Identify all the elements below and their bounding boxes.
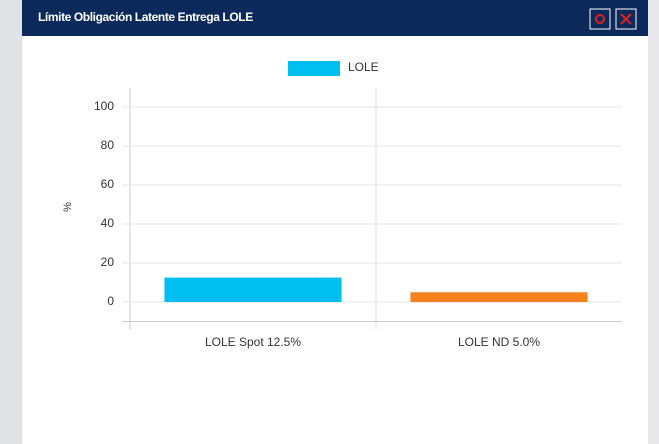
x-tick-label: LOLE Spot 12.5% bbox=[205, 335, 301, 349]
bar bbox=[164, 277, 342, 302]
x-tick-label: LOLE ND 5.0% bbox=[458, 335, 540, 349]
minimize-button[interactable] bbox=[589, 8, 611, 30]
side-strip bbox=[0, 0, 22, 444]
y-tick-label: 0 bbox=[107, 294, 114, 308]
title-bar bbox=[22, 0, 648, 36]
bar bbox=[410, 292, 588, 302]
y-tick-label: 80 bbox=[101, 138, 115, 152]
window-title: Límite Obligación Latente Entrega LOLE bbox=[38, 10, 253, 24]
legend-swatch bbox=[288, 61, 340, 76]
y-tick-label: 100 bbox=[94, 99, 114, 113]
legend-label: LOLE bbox=[348, 60, 379, 74]
y-axis-label: % bbox=[62, 202, 74, 212]
close-button[interactable] bbox=[615, 8, 637, 30]
y-tick-label: 20 bbox=[101, 255, 115, 269]
y-tick-label: 40 bbox=[101, 216, 115, 230]
y-tick-label: 60 bbox=[101, 177, 115, 191]
